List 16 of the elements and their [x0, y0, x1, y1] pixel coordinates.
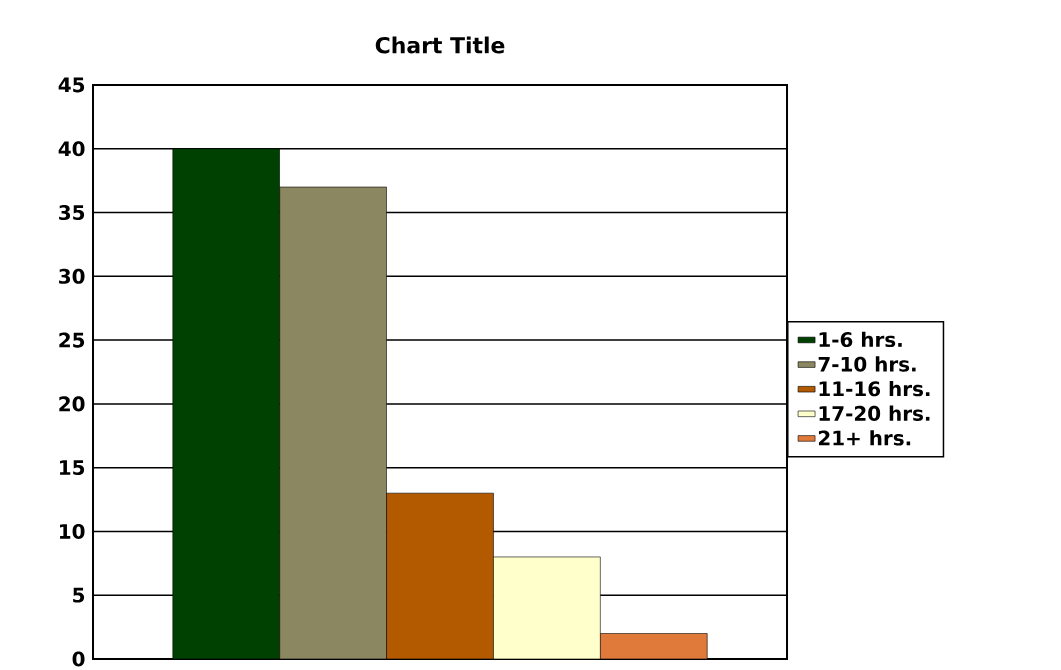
legend-label: 1-6 hrs. [819, 331, 902, 348]
legend-label: 11-16 hrs. [819, 380, 930, 397]
y-tick-label: 45 [58, 77, 85, 93]
y-tick-label: 25 [59, 332, 85, 348]
y-tick-label: 10 [60, 523, 85, 540]
legend-label: 17-20 hrs. [819, 405, 930, 422]
y-tick-label: 20 [59, 396, 85, 412]
y-tick-label: 15 [60, 460, 85, 476]
y-tick-label: 5 [73, 587, 85, 603]
y-tick-label: 30 [59, 268, 85, 284]
y-tick-label: 40 [58, 141, 85, 157]
y-tick-label: 0 [72, 651, 85, 667]
chart-title: Chart Title [375, 36, 505, 54]
legend-label: 7-10 hrs. [818, 356, 916, 372]
legend-label: 21+ hrs. [818, 430, 911, 446]
y-tick-label: 35 [59, 205, 85, 221]
